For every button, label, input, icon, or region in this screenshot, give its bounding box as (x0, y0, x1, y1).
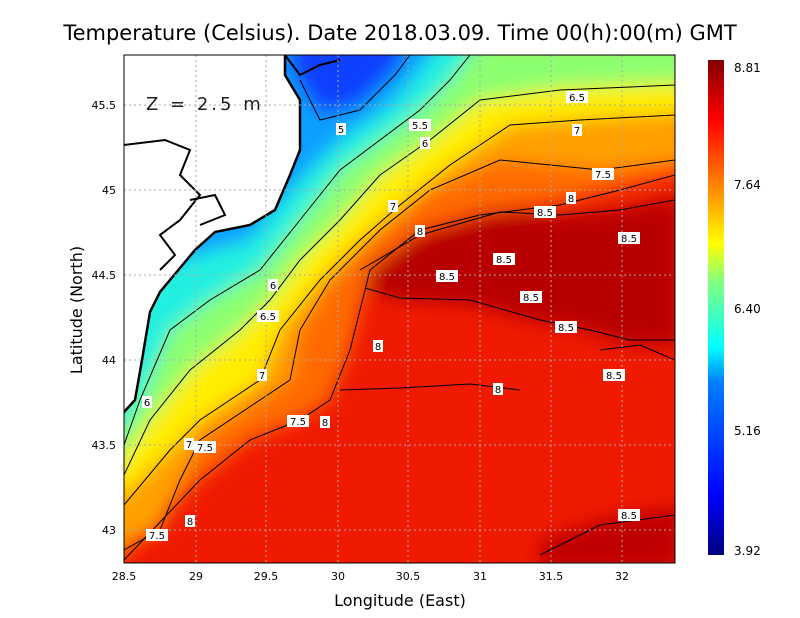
contour-label-bg (534, 206, 556, 218)
x-tick: 28.5 (112, 570, 137, 583)
contour-label-bg (566, 192, 576, 204)
x-tick: 30.5 (396, 570, 421, 583)
temperature-field (124, 55, 675, 563)
y-tick: 43 (102, 524, 116, 537)
x-tick: 29 (189, 570, 203, 583)
colorbar-label: 3.92 (734, 544, 761, 558)
x-axis-label: Longitude (East) (334, 591, 466, 610)
colorbar-label: 6.40 (734, 302, 761, 316)
depth-label: Z = 2.5 m (146, 94, 264, 115)
contour-label-bg (388, 200, 398, 212)
contour-label-bg (257, 369, 267, 381)
x-tick: 29.5 (254, 570, 279, 583)
x-tick: 31.5 (539, 570, 564, 583)
y-axis: 45.5 45 44.5 44 43.5 43 Latitude (North) (67, 99, 116, 537)
contour-label-bg (146, 529, 168, 541)
contour-label: 8.5 (537, 208, 553, 219)
contour-label: 8 (375, 342, 381, 353)
contour-label-bg (185, 515, 195, 527)
x-axis: 28.5 29 29.5 30 30.5 31 31.5 32 Longitud… (112, 570, 629, 610)
contour-label: 6 (270, 281, 276, 292)
contour-label: 7 (259, 371, 265, 382)
contour-label-bg (320, 416, 330, 428)
contour-label-bg (420, 137, 430, 149)
contour-label-bg (268, 279, 278, 291)
y-tick: 45 (102, 184, 116, 197)
contour-label: 8.5 (621, 511, 637, 522)
y-tick: 44 (102, 354, 116, 367)
plot-frame (123, 54, 676, 564)
contour-label: 8.5 (606, 371, 622, 382)
contour-label: 8.5 (439, 272, 455, 283)
contour-label-bg (566, 91, 588, 103)
contour-label-bg (409, 119, 431, 131)
contour-label: 8.5 (523, 293, 539, 304)
contour-label-bg (572, 124, 582, 136)
x-tick: 30 (331, 570, 345, 583)
map-title: Temperature (Celsius). Date 2018.03.09. … (62, 21, 737, 45)
contour-label-bg (287, 415, 309, 427)
contour-label: 8 (322, 418, 328, 429)
contour-label: 8.5 (621, 234, 637, 245)
x-tick: 32 (615, 570, 629, 583)
contour-label-bg (336, 123, 346, 135)
contour-label: 5 (338, 125, 344, 136)
contour-label: 7 (574, 126, 580, 137)
contour-label: 8 (495, 385, 501, 396)
contour-label-bg (142, 396, 152, 408)
y-tick: 43.5 (92, 439, 117, 452)
colorbar-label: 7.64 (734, 178, 761, 192)
contour-label: 7 (390, 202, 396, 213)
contour-label-bg (520, 291, 542, 303)
contour-label-bg (555, 321, 577, 333)
x-tick: 31 (473, 570, 487, 583)
land-mass (124, 55, 302, 414)
contour-label-bg (184, 438, 194, 450)
contour-labels: 6.5 5 5.5 6 7 7.5 8 8.5 7 8 8.5 8.5 8.5 8.5 6 6.5 8.5 8 7 8… (142, 91, 640, 542)
contour-label-bg (493, 253, 515, 265)
y-tick: 45.5 (92, 99, 117, 112)
contour-label: 7.5 (197, 443, 213, 454)
contour-label: 6 (144, 398, 150, 409)
contour-label-bg (257, 310, 279, 322)
colorbar: 8.81 7.64 6.40 5.16 3.92 (708, 60, 761, 558)
contour-label-bg (493, 383, 503, 395)
contour-label: 6 (422, 139, 428, 150)
contour-label: 7.5 (149, 531, 165, 542)
contour-label-bg (194, 441, 216, 453)
contour-label-bg (618, 509, 640, 521)
contour-label: 8.5 (496, 255, 512, 266)
contour-label: 7.5 (595, 170, 611, 181)
contour-label: 8 (187, 517, 193, 528)
contour-label-bg (603, 369, 625, 381)
contour-label-bg (436, 270, 458, 282)
contour-label: 8 (417, 227, 423, 238)
contour-label: 6.5 (260, 312, 276, 323)
contour-label-bg (373, 340, 383, 352)
contour-label: 8.5 (558, 323, 574, 334)
colorbar-gradient (708, 60, 724, 555)
contour-label: 7.5 (290, 417, 306, 428)
contour-label: 5.5 (412, 121, 428, 132)
contour-label-bg (618, 232, 640, 244)
contour-label-bg (415, 225, 425, 237)
colorbar-label: 5.16 (734, 424, 761, 438)
colorbar-label: 8.81 (734, 61, 761, 75)
contour-label: 6.5 (569, 93, 585, 104)
contour-label: 8 (568, 194, 574, 205)
y-tick: 44.5 (92, 269, 117, 282)
contour-label-bg (592, 168, 614, 180)
contour-label: 7 (186, 440, 192, 451)
y-axis-label: Latitude (North) (67, 246, 86, 374)
